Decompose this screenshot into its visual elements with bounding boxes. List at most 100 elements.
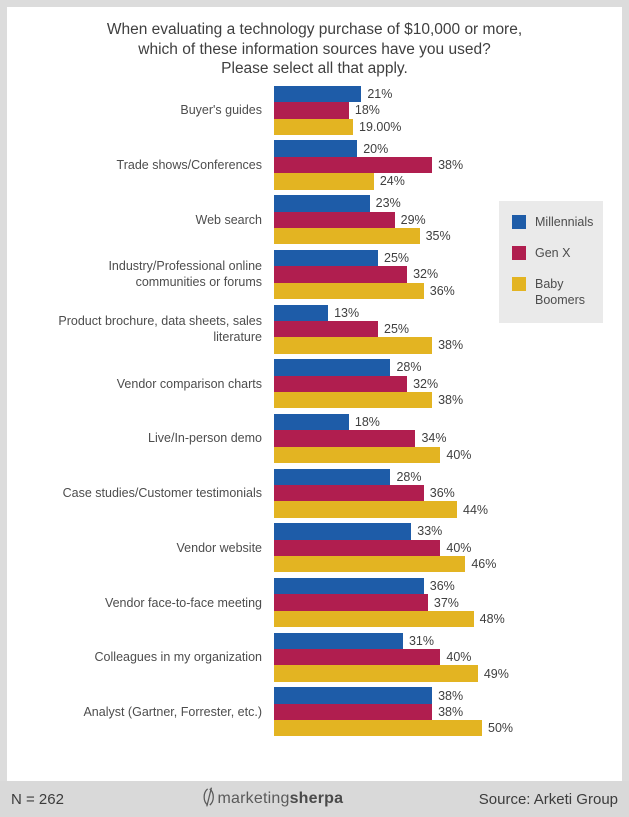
bar-group: 38% 38% 50% [274,687,622,737]
bar-group: 28% 36% 44% [274,468,622,518]
legend-swatch-icon [512,215,526,229]
bar-group: 28% 32% 38% [274,359,622,409]
category-label: Web search [195,212,262,227]
bar-millennials [274,632,403,650]
bar-line: 34% [274,430,622,447]
chart-title-line-3: Please select all that apply. [221,60,408,77]
bar-line: 18% [274,413,622,431]
bar-line: 38% [274,337,622,354]
bar-line: 13% [274,304,622,321]
category-row: Vendor comparison charts 28% 32% 38% [7,356,622,411]
bar-baby-boomers [274,391,433,409]
category-label: Product brochure, data sheets, sales lit… [58,314,262,345]
marketingsherpa-leaf-icon [200,786,218,813]
category-label: Buyer's guides [180,103,262,118]
category-row: Industry/Professional online communities… [7,247,622,302]
bar-millennials [274,468,391,485]
bar-line: 31% [274,632,622,650]
bar-value-label: 18% [354,415,380,430]
category-label: Trade shows/Conferences [116,158,262,173]
bar-value-label: 36% [429,486,455,501]
bar-millennials [274,359,391,376]
bar-baby-boomers [274,337,433,354]
bar-value-label: 34% [421,431,447,446]
bar-millennials [274,577,424,595]
bar-millennials [274,85,362,103]
legend-label: Millennials [535,215,594,229]
bar-value-label: 36% [429,579,455,594]
category-row: Case studies/Customer testimonials 28% 36%… [7,466,622,521]
logo-text-sherpa: sherpa [289,790,344,807]
chart-title-line-2: which of these information sources have … [138,40,491,58]
bar-line: 38% [274,687,622,704]
bar-line: 20% [274,140,622,157]
bar-value-label: 13% [334,305,360,320]
bar-millennials [274,687,433,704]
bar-gen-x [274,266,408,283]
category-row: Analyst (Gartner, Forrester, etc.) 38% 38%… [7,685,622,740]
bar-baby-boomers [274,720,482,737]
bar-value-label: 28% [396,469,422,484]
bar-group: 25% 32% 36% [274,249,622,299]
bar-value-label: 38% [438,393,464,408]
bar-millennials [274,140,358,157]
category-label: Vendor comparison charts [116,376,262,391]
bar-value-label: 25% [384,251,410,265]
bar-group: 31% 40% 49% [274,632,622,682]
legend-item: Baby Boomers [512,276,595,308]
bar-line: 36% [274,484,622,502]
bar-value-label: 40% [446,650,472,665]
bar-millennials [274,413,349,431]
source-label: Source: Arketi Group [478,790,618,808]
bar-line: 49% [274,665,622,682]
bar-line: 40% [274,539,622,557]
bar-line: 18% [274,102,622,119]
bar-line: 32% [274,266,622,283]
bar-value-label: 21% [367,86,393,101]
chart-title: When evaluating a technology purchase of… [7,7,622,79]
bar-line: 40% [274,649,622,666]
category-row: Trade shows/Conferences 20% 38% 24% [7,138,622,193]
legend-label: Gen X [535,246,571,260]
bar-group: 23% 29% 35% [274,195,622,245]
bar-gen-x [274,211,395,228]
category-label: Analyst (Gartner, Forrester, etc.) [83,704,262,719]
category-label: Vendor face-to-face meeting [104,595,262,610]
legend-item: Millennials [512,214,595,230]
bar-value-label: 38% [438,158,464,173]
bar-group: 21% 18% 19.00% [274,85,622,135]
bar-line: 44% [274,501,622,518]
bar-baby-boomers [274,665,478,682]
bar-line: 23% [274,195,622,212]
bar-value-label: 25% [384,322,410,337]
bar-millennials [274,195,370,212]
bar-value-label: 35% [425,229,451,244]
bar-value-label: 23% [375,196,401,211]
bar-baby-boomers [274,501,458,518]
bar-group: 18% 34% 40% [274,413,622,464]
category-row: Vendor website 33% 40% 46% [7,521,622,576]
bar-gen-x [274,484,424,502]
bar-line: 48% [274,610,622,628]
bar-line: 38% [274,156,622,174]
category-row: Colleagues in my organization 31% 40% 49% [7,630,622,685]
bar-baby-boomers [274,446,441,464]
bar-millennials [274,304,329,321]
bar-gen-x [274,375,408,392]
bar-value-label: 31% [408,633,434,648]
bar-line: 28% [274,468,622,485]
bar-value-label: 24% [379,174,405,189]
bar-group: 13% 25% 38% [274,304,622,354]
bar-value-label: 48% [479,611,505,626]
chart-legend: Millennials Gen X Baby Boomers [499,201,603,323]
bar-millennials [274,249,378,267]
bar-value-label: 29% [400,212,426,227]
bar-value-label: 38% [438,704,464,719]
bar-value-label: 19.00% [359,119,402,134]
category-label: Industry/Professional online communities… [108,259,262,290]
bar-millennials [274,523,412,540]
category-label: Colleagues in my organization [94,650,262,665]
legend-label: Baby Boomers [535,277,586,307]
footer-bar: N = 262 marketing sherpa Source: Arketi G… [0,781,629,817]
